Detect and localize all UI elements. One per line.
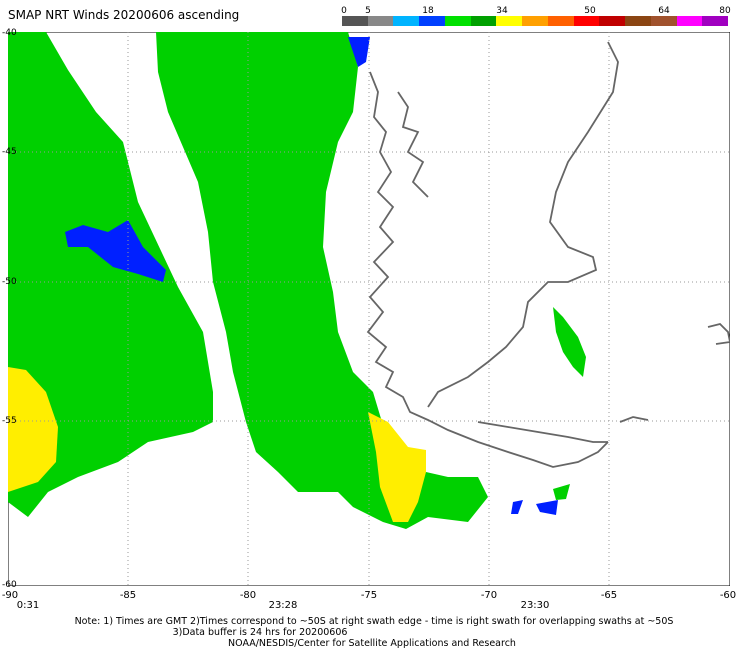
- colorbar-swatch: [676, 16, 703, 26]
- swath-tiny-blue-a: [511, 500, 523, 514]
- colorbar-swatch: [367, 16, 394, 26]
- colorbar-tick: 34: [496, 6, 508, 16]
- lat-tick: -50: [2, 277, 17, 287]
- swath-tiny-blue-b: [536, 500, 558, 515]
- colorbar-tick: 50: [584, 6, 596, 16]
- swath-left: [8, 32, 213, 517]
- footnote-line-2: 3)Data buffer is 24 hrs for 20200606: [172, 627, 348, 638]
- coast-tierra-del-fuego: [477, 421, 608, 443]
- colorbar-tick: 64: [658, 6, 670, 16]
- colorbar-swatch: [444, 16, 472, 26]
- colorbar-swatch: [650, 16, 678, 26]
- colorbar-swatch: [702, 16, 729, 26]
- footnote-line-1: Note: 1) Times are GMT 2)Times correspon…: [74, 616, 674, 627]
- colorbar-tick: 0: [341, 6, 347, 16]
- lon-tick: -90: [1, 590, 19, 601]
- swath-small-green: [553, 307, 586, 377]
- coast-east-argentina: [427, 41, 619, 408]
- lon-tick: -65: [600, 590, 618, 601]
- footnote-credit: NOAA/NESDIS/Center for Satellite Applica…: [228, 638, 516, 649]
- coast-falklands: [619, 416, 649, 423]
- colorbar-swatch: [342, 16, 369, 26]
- swath-left-yellow: [8, 367, 58, 492]
- colorbar-swatch: [599, 16, 626, 26]
- swath-time-label: 23:28: [268, 600, 298, 611]
- colorbar-tick: 80: [719, 6, 731, 16]
- lat-lon-grid: [8, 32, 730, 586]
- swath-time-label: 0:31: [16, 600, 40, 611]
- lon-tick: -60: [719, 590, 737, 601]
- colorbar-swatch: [470, 16, 497, 26]
- coastline: [366, 41, 730, 468]
- swath-time-label: 23:30: [520, 600, 550, 611]
- coast-island-chain: [397, 91, 429, 198]
- colorbar-swatch: [625, 16, 652, 26]
- colorbar-swatch: [393, 16, 420, 26]
- lon-tick: -75: [360, 590, 378, 601]
- colorbar-tick: 18: [422, 6, 434, 16]
- lat-tick: -55: [2, 416, 17, 426]
- colorbar-swatch: [496, 16, 523, 26]
- swath-middle-blue: [348, 37, 370, 67]
- colorbar-swatch: [573, 16, 600, 26]
- lon-tick: -85: [119, 590, 137, 601]
- colorbar-swatch: [419, 16, 446, 26]
- swath-middle: [156, 32, 488, 529]
- wind-speed-colorbar: 0 5 18 34 50 64 80: [341, 6, 731, 32]
- colorbar-swatch: [547, 16, 575, 26]
- map-title: SMAP NRT Winds 20200606 ascending: [8, 8, 240, 22]
- colorbar-tick: 5: [365, 6, 371, 16]
- swath-tiny-green: [553, 484, 570, 500]
- lon-tick: -70: [480, 590, 498, 601]
- lat-tick: -60: [2, 580, 17, 590]
- lat-tick: -40: [2, 28, 17, 38]
- coast-islands-right: [707, 323, 730, 345]
- colorbar-swatch: [522, 16, 549, 26]
- lat-tick: -45: [2, 147, 17, 157]
- lon-tick: -80: [239, 590, 257, 601]
- wind-map: [8, 32, 730, 586]
- coast-west-chile: [366, 71, 609, 468]
- swath-middle-yellow: [368, 412, 426, 522]
- swath-left-blue: [65, 220, 166, 282]
